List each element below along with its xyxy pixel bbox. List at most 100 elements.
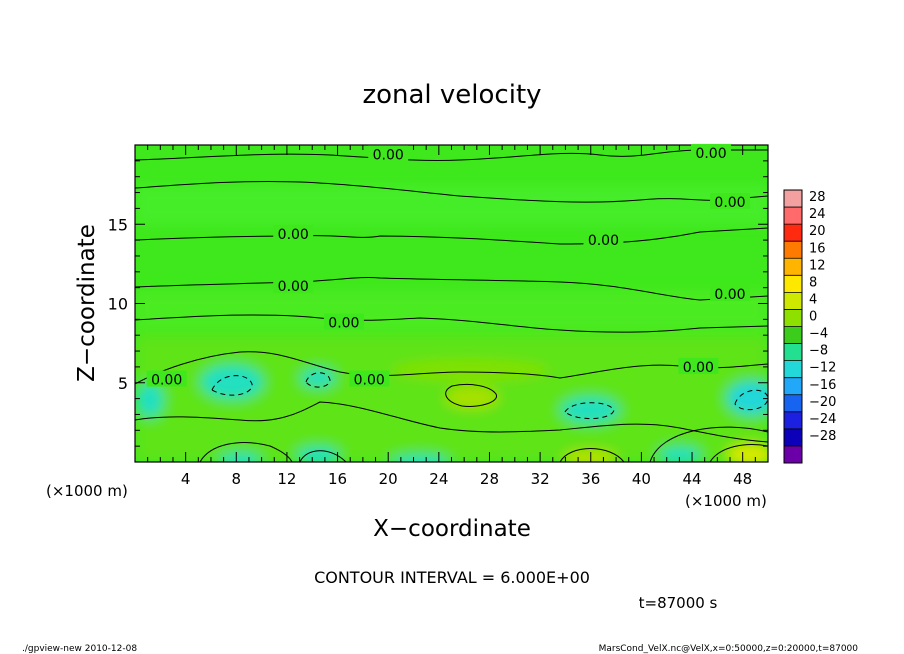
- x-tick-label: 28: [480, 470, 499, 488]
- contour-label-bg: [691, 143, 732, 160]
- x-tick-label: 20: [379, 470, 398, 488]
- contour-label: 0.00: [354, 373, 385, 389]
- colorbar-swatch: [784, 275, 802, 293]
- y-axis-tick-labels: 5 10 15: [108, 215, 128, 393]
- colorbar-label: 4: [809, 292, 817, 307]
- colorbar-swatch: [784, 241, 802, 259]
- contour-label-bg: [583, 231, 624, 248]
- colorbar-swatch: [784, 207, 802, 225]
- colorbar-label: 20: [809, 224, 826, 239]
- colorbar-swatch: [784, 394, 802, 413]
- footer-left: ./gpview-new 2010-12-08: [22, 644, 137, 654]
- contour-zero-5: [135, 351, 768, 385]
- contour-label-bg: [273, 277, 314, 294]
- x-tick-label: 16: [328, 470, 347, 488]
- colorbar-swatch: [784, 377, 802, 396]
- contour-zero-upper: [135, 181, 768, 203]
- colorbar-label: −28: [809, 429, 836, 444]
- contour-zero-lower: [135, 401, 768, 443]
- colorbar-swatch: [784, 190, 802, 208]
- x-axis-tick-labels: 4 8 12 16 20 24 28 32 36 40 44 48: [181, 470, 752, 488]
- colorbar-label: 28: [809, 190, 826, 205]
- chart-title: zonal velocity: [362, 80, 541, 110]
- contour-label: 0.00: [588, 233, 619, 249]
- x-tick-label: 12: [277, 470, 296, 488]
- y-axis-ticks: [135, 160, 768, 447]
- colorbar-label: 12: [809, 258, 826, 273]
- x-tick-label: 32: [531, 470, 550, 488]
- contour-label-bg: [146, 370, 187, 387]
- colorbar-label: 24: [809, 207, 826, 222]
- x-tick-label: 44: [682, 470, 701, 488]
- contour-label-bg: [323, 313, 364, 330]
- colorbar-swatch: [784, 326, 802, 345]
- footer-right: MarsCond_VelX.nc@VelX,x=0:50000,z=0:2000…: [599, 644, 859, 654]
- contour-zero-8: [135, 314, 768, 333]
- contour-label-bg: [710, 193, 751, 210]
- colorbar-swatch: [784, 224, 802, 242]
- x-unit-right: (×1000 m): [685, 492, 767, 510]
- contour-zero-11: [135, 276, 768, 301]
- contour-label-bg: [710, 284, 751, 301]
- contour-label-bg: [349, 370, 390, 387]
- contour-label: 0.00: [151, 373, 182, 389]
- colorbar-swatch: [784, 445, 802, 464]
- colorbar-swatch: [784, 309, 802, 327]
- plot-area: [135, 145, 768, 462]
- colorbar-label: 0: [809, 310, 817, 325]
- colorbar-swatch: [784, 360, 802, 379]
- contour-label: 0.00: [328, 316, 359, 332]
- y-tick-label: 15: [108, 215, 128, 234]
- colorbar-swatch: [784, 343, 802, 362]
- contour-interval-text: CONTOUR INTERVAL = 6.000E+00: [314, 568, 590, 587]
- x-tick-label: 40: [632, 470, 651, 488]
- x-tick-label: 8: [232, 470, 242, 488]
- contour-bottom-2: [299, 450, 347, 462]
- y-axis-label: Z−coordinate: [74, 224, 100, 382]
- field-shading: [135, 185, 768, 462]
- x-tick-label: 24: [429, 470, 448, 488]
- x-tick-label: 48: [733, 470, 752, 488]
- contour-label: 0.00: [683, 360, 714, 376]
- contour-bottom-1: [199, 442, 293, 462]
- contour-label: 0.00: [373, 148, 404, 164]
- x-tick-label: 4: [181, 470, 191, 488]
- colorbar-swatch: [784, 258, 802, 276]
- contour-negative-4: [734, 389, 768, 411]
- colorbar-label: −12: [809, 361, 836, 376]
- colorbar-label: 16: [809, 241, 826, 256]
- contour-positive-oval: [445, 383, 497, 407]
- contour-bottom-3: [559, 448, 625, 462]
- contour-negative-1: [211, 375, 253, 396]
- x-axis-label: X−coordinate: [373, 516, 531, 542]
- y-tick-label: 5: [118, 374, 128, 393]
- colorbar-swatch: [784, 428, 802, 447]
- contour-zero-top: [135, 149, 768, 162]
- contour-label-bg: [368, 145, 409, 162]
- contour-label: 0.00: [278, 279, 309, 295]
- contour-negative-2: [305, 372, 331, 388]
- contour-label-bg: [273, 224, 314, 241]
- contour-label: 0.00: [714, 287, 745, 303]
- y-tick-label: 10: [108, 295, 128, 314]
- contour-label-bg: [678, 357, 719, 374]
- colorbar: [783, 189, 803, 464]
- colorbar-label: 8: [809, 275, 817, 290]
- colorbar-labels: 28 24 20 16 12 8 4 0 −4 −8 −12 −16 −20 −24 −28: [809, 190, 836, 444]
- colorbar-label: −24: [809, 412, 836, 427]
- colorbar-swatch: [784, 292, 802, 310]
- time-text: t=87000 s: [639, 594, 718, 612]
- colorbar-label: −4: [809, 327, 828, 342]
- colorbar-label: −8: [809, 344, 828, 359]
- x-tick-label: 36: [581, 470, 600, 488]
- x-unit-left: (×1000 m): [46, 482, 128, 500]
- contour-labels: 0.00 0.00 0.00 0.00 0.00 0.00 0.00 0.00 0.00 0.00…: [146, 143, 751, 389]
- contour-label: 0.00: [278, 227, 309, 243]
- colorbar-label: −20: [809, 395, 836, 410]
- contour-label: 0.00: [695, 146, 726, 162]
- colorbar-label: −16: [809, 378, 836, 393]
- contour-label: 0.00: [714, 195, 745, 211]
- contour-bottom-5: [709, 444, 768, 462]
- colorbar-swatch: [784, 411, 802, 430]
